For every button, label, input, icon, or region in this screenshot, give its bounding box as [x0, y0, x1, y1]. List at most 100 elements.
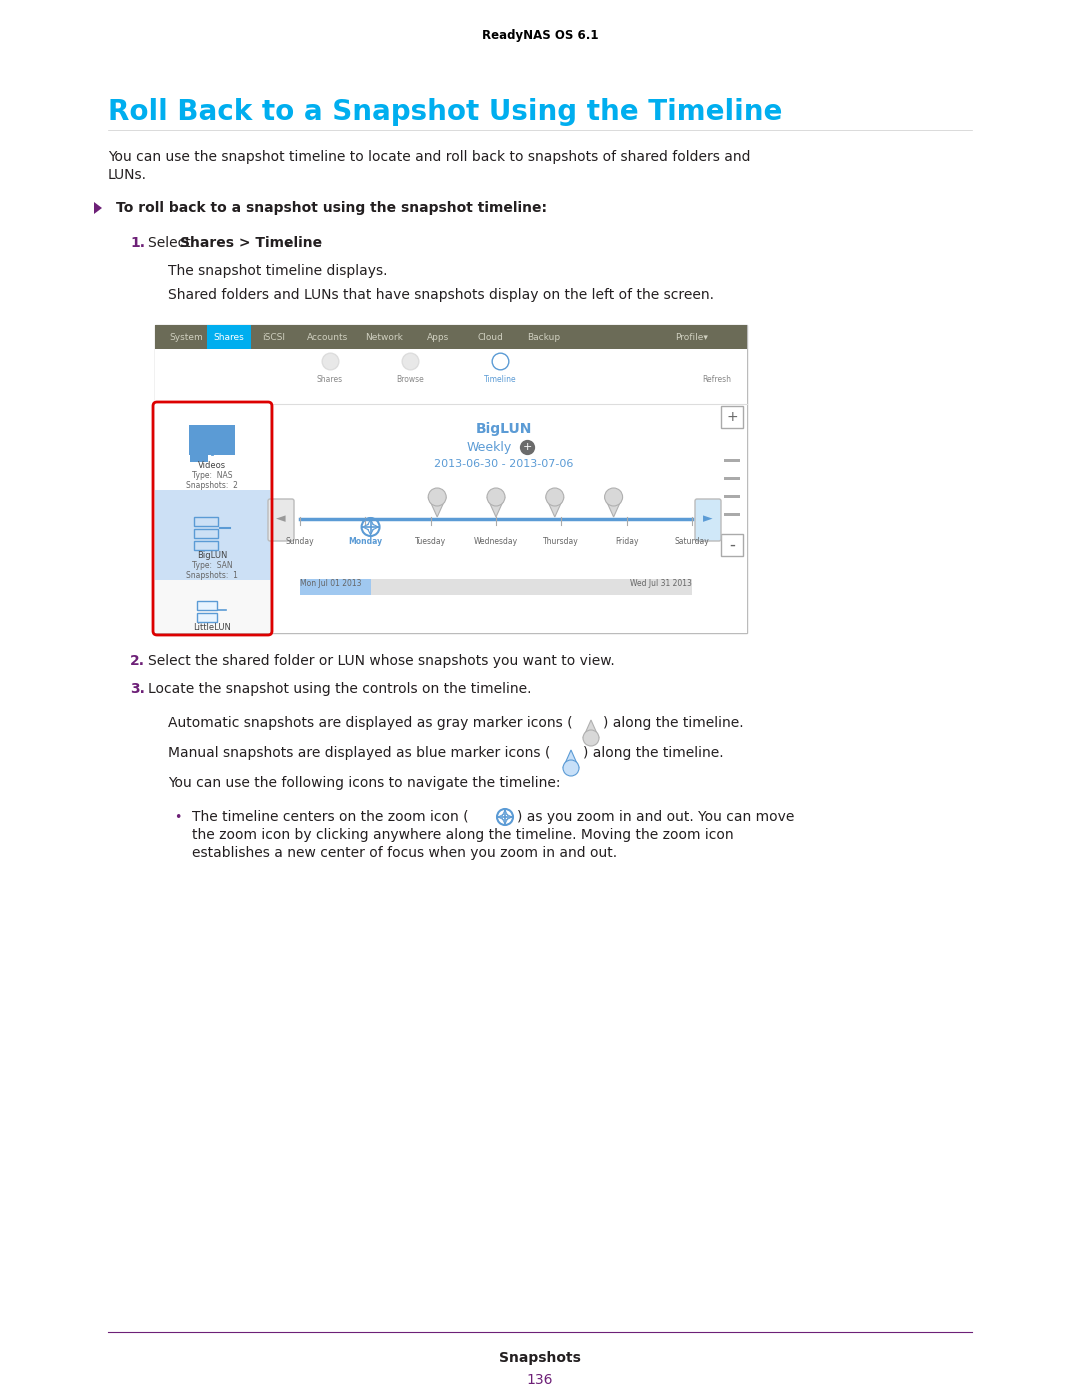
Text: Monday: Monday: [348, 536, 382, 545]
Text: Select the shared folder or LUN whose snapshots you want to view.: Select the shared folder or LUN whose sn…: [148, 654, 615, 668]
Text: Shares > Timeline: Shares > Timeline: [180, 236, 322, 250]
Text: Friday: Friday: [615, 536, 638, 545]
Text: The timeline centers on the zoom icon (: The timeline centers on the zoom icon (: [192, 810, 469, 824]
Polygon shape: [487, 497, 505, 517]
Polygon shape: [563, 750, 579, 768]
Text: Wednesday: Wednesday: [474, 536, 518, 545]
FancyBboxPatch shape: [268, 499, 294, 541]
Text: +: +: [726, 409, 738, 425]
Polygon shape: [545, 497, 564, 517]
Text: Mon Jul 01 2013: Mon Jul 01 2013: [300, 580, 362, 588]
Text: LittleLUN: LittleLUN: [193, 623, 231, 633]
Bar: [721, 534, 743, 556]
Bar: [724, 495, 740, 497]
Bar: [156, 580, 270, 633]
Text: Saturday: Saturday: [675, 536, 710, 545]
Text: iSCSI: iSCSI: [262, 332, 285, 341]
Text: .: .: [285, 236, 291, 250]
Bar: [300, 578, 692, 595]
Text: You can use the snapshot timeline to locate and roll back to snapshots of shared: You can use the snapshot timeline to loc…: [108, 149, 751, 163]
Text: Roll Back to a Snapshot Using the Timeline: Roll Back to a Snapshot Using the Timeli…: [108, 98, 782, 126]
Text: Snapshots:  1: Snapshots: 1: [186, 570, 238, 580]
Text: •: •: [174, 810, 181, 823]
Text: Type:  SAN: Type: SAN: [191, 560, 232, 570]
Text: -: -: [729, 536, 734, 555]
Bar: [724, 460, 740, 462]
FancyBboxPatch shape: [696, 499, 721, 541]
Text: ) along the timeline.: ) along the timeline.: [603, 717, 744, 731]
Text: Videos: Videos: [198, 461, 226, 471]
Text: BigLUN: BigLUN: [197, 550, 227, 560]
Text: +: +: [523, 441, 531, 453]
Text: Snapshots: Snapshots: [499, 1351, 581, 1365]
Circle shape: [428, 488, 446, 506]
Polygon shape: [583, 719, 599, 738]
Text: ) as you zoom in and out. You can move: ) as you zoom in and out. You can move: [517, 810, 795, 824]
Text: Shared folders and LUNs that have snapshots display on the left of the screen.: Shared folders and LUNs that have snapsh…: [168, 288, 714, 302]
Text: Locate the snapshot using the controls on the timeline.: Locate the snapshot using the controls o…: [148, 682, 531, 696]
Text: Snapshots:  2: Snapshots: 2: [186, 482, 238, 490]
Text: 3.: 3.: [130, 682, 145, 696]
Text: Backup: Backup: [527, 332, 561, 341]
Bar: [724, 513, 740, 515]
Bar: [156, 349, 747, 404]
Text: ) along the timeline.: ) along the timeline.: [583, 746, 724, 760]
FancyBboxPatch shape: [190, 453, 208, 462]
Text: Shares: Shares: [214, 332, 244, 341]
Text: 136: 136: [527, 1373, 553, 1387]
Text: establishes a new center of focus when you zoom in and out.: establishes a new center of focus when y…: [192, 847, 617, 861]
Text: ►: ►: [703, 513, 713, 525]
Text: Automatic snapshots are displayed as gray marker icons (: Automatic snapshots are displayed as gra…: [168, 717, 572, 731]
Text: 1.: 1.: [130, 236, 145, 250]
Text: Sunday: Sunday: [286, 536, 314, 545]
Text: System: System: [168, 332, 203, 341]
FancyBboxPatch shape: [197, 601, 217, 610]
Bar: [300, 578, 370, 595]
FancyBboxPatch shape: [189, 425, 235, 455]
FancyBboxPatch shape: [197, 613, 217, 622]
Bar: [156, 490, 270, 580]
Text: 2.: 2.: [130, 654, 145, 668]
Bar: [156, 404, 270, 490]
Bar: [724, 476, 740, 481]
Text: To roll back to a snapshot using the snapshot timeline:: To roll back to a snapshot using the sna…: [116, 201, 546, 215]
Circle shape: [545, 488, 564, 506]
Text: Accounts: Accounts: [307, 332, 348, 341]
Bar: [207, 326, 251, 349]
Text: BigLUN: BigLUN: [476, 422, 532, 436]
Text: ReadyNAS OS 6.1: ReadyNAS OS 6.1: [482, 29, 598, 42]
Text: Tuesday: Tuesday: [415, 536, 446, 545]
Text: ◄: ◄: [276, 513, 286, 525]
FancyBboxPatch shape: [194, 517, 218, 527]
Text: Shares: Shares: [316, 374, 343, 384]
Bar: [156, 349, 747, 633]
Text: Apps: Apps: [427, 332, 449, 341]
Text: Select: Select: [148, 236, 195, 250]
FancyBboxPatch shape: [194, 541, 218, 550]
Text: Timeline: Timeline: [484, 374, 516, 384]
FancyBboxPatch shape: [194, 529, 218, 538]
Bar: [156, 326, 747, 633]
Text: You can use the following icons to navigate the timeline:: You can use the following icons to navig…: [168, 775, 561, 789]
Text: Wed Jul 31 2013: Wed Jul 31 2013: [630, 580, 692, 588]
Text: Browse: Browse: [396, 374, 423, 384]
Circle shape: [487, 488, 505, 506]
Bar: [156, 404, 270, 633]
Text: Weekly: Weekly: [467, 440, 512, 454]
Polygon shape: [605, 497, 622, 517]
Text: Cloud: Cloud: [477, 332, 503, 341]
Bar: [156, 326, 747, 349]
Circle shape: [563, 760, 579, 775]
Text: the zoom icon by clicking anywhere along the timeline. Moving the zoom icon: the zoom icon by clicking anywhere along…: [192, 828, 733, 842]
Text: Profile▾: Profile▾: [675, 332, 707, 341]
Text: Manual snapshots are displayed as blue marker icons (: Manual snapshots are displayed as blue m…: [168, 746, 551, 760]
Polygon shape: [428, 497, 446, 517]
Text: Type:  NAS: Type: NAS: [192, 472, 232, 481]
Text: Thursday: Thursday: [543, 536, 579, 545]
Text: LUNs.: LUNs.: [108, 168, 147, 182]
Bar: [721, 407, 743, 427]
Text: 2013-06-30 - 2013-07-06: 2013-06-30 - 2013-07-06: [434, 460, 573, 469]
Text: Refresh: Refresh: [702, 374, 731, 384]
Text: The snapshot timeline displays.: The snapshot timeline displays.: [168, 264, 388, 278]
Circle shape: [583, 731, 599, 746]
